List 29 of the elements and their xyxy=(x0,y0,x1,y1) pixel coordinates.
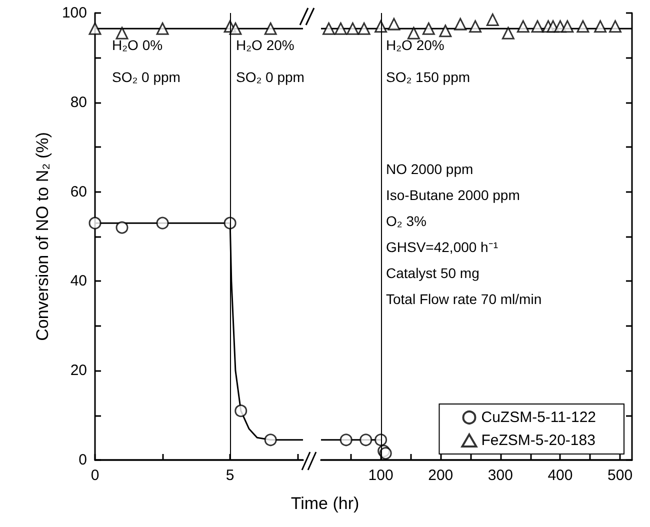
annotation: H₂O 20% xyxy=(386,37,444,53)
annotation: SO₂ 150 ppm xyxy=(386,69,470,85)
x-tick-label: 500 xyxy=(608,467,633,484)
x-tick-label: 300 xyxy=(488,467,513,484)
annotation: Catalyst 50 mg xyxy=(386,265,480,281)
y-tick-label: 80 xyxy=(70,94,87,111)
annotation: SO₂ 0 ppm xyxy=(112,69,180,85)
x-tick-label: 0 xyxy=(90,467,100,484)
y-tick-label: 100 xyxy=(62,4,87,22)
y-tick-label: 40 xyxy=(70,272,87,290)
y-tick-label: 0 xyxy=(78,452,87,468)
annotation: Total Flow rate 70 ml/min xyxy=(386,291,542,307)
y-axis-title: Conversion of NO to N₂ (%) xyxy=(33,132,52,341)
annotation: GHSV=42,000 h⁻¹ xyxy=(386,239,498,255)
x-tick-label: 5 xyxy=(226,467,234,484)
annotation: NO 2000 ppm xyxy=(386,161,474,177)
annotation: H₂O 0% xyxy=(112,37,163,53)
annotation: SO₂ 0 ppm xyxy=(236,69,304,85)
annotation: O₂ 3% xyxy=(386,213,426,229)
annotation: H₂O 20% xyxy=(236,37,294,53)
annotation: Iso-Butane 2000 ppm xyxy=(386,187,520,203)
x-tick-label: 100 xyxy=(368,467,394,484)
legend-label: FeZSM-5-20-183 xyxy=(481,432,596,449)
x-tick-label: 200 xyxy=(428,467,454,484)
y-tick-label: 60 xyxy=(70,183,87,200)
legend-label: CuZSM-5-11-122 xyxy=(481,409,596,426)
y-tick-label: 20 xyxy=(70,362,87,380)
x-axis-title: Time (hr) xyxy=(290,494,360,514)
x-tick-label: 400 xyxy=(548,467,573,484)
